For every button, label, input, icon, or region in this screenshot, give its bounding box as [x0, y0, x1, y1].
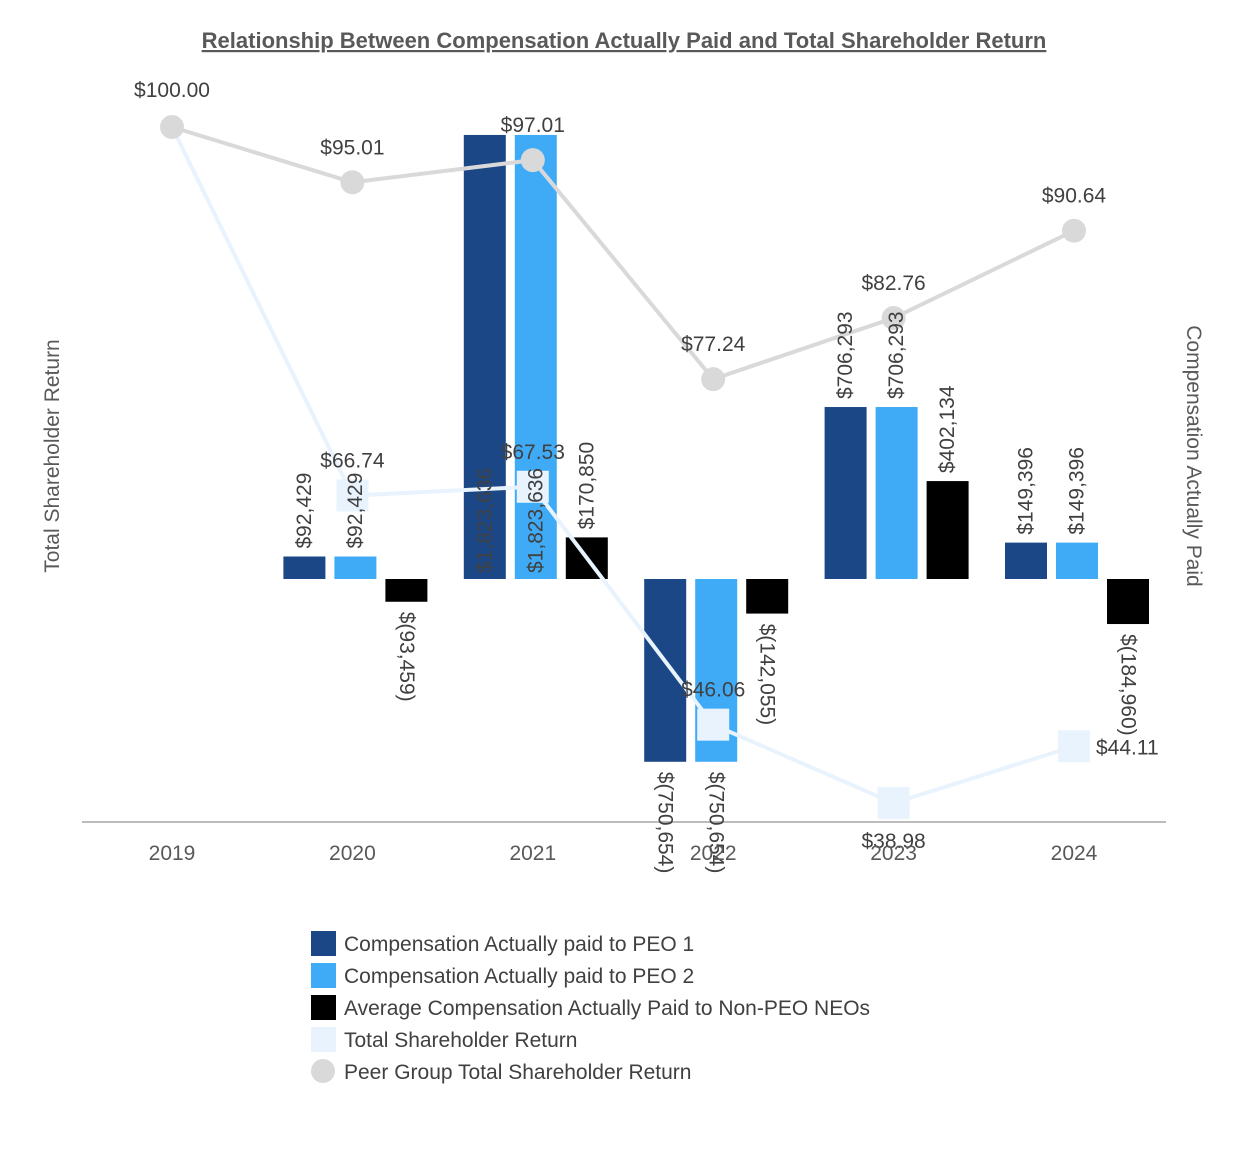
x-tick-2021: 2021 [509, 842, 556, 865]
bar-label-s1-2020: $92,429 [344, 473, 367, 549]
line-label-1-2024: $90.64 [1042, 185, 1107, 208]
bar-label-s2-2023: $402,134 [936, 385, 959, 473]
line-label-0-2023: $38.98 [861, 830, 925, 853]
line-label-1-2023: $82.76 [861, 272, 925, 295]
legend-marker-3 [311, 1027, 336, 1052]
bar-s0-2020 [283, 556, 326, 579]
tsr-marker-2021 [516, 470, 549, 503]
peer-marker-2024 [1062, 218, 1086, 243]
tsr-marker-2022 [697, 708, 730, 741]
bar-s1-2023 [875, 407, 918, 579]
line-label-1-2020: $95.01 [320, 136, 384, 159]
bar-label-s1-2023: $706,293 [885, 311, 908, 399]
x-tick-2019: 2019 [149, 842, 196, 865]
line-peer-tsr [171, 125, 1075, 382]
tsr-marker-2020 [336, 479, 369, 512]
lines-layer [160, 115, 1090, 820]
peer-marker-2022 [701, 367, 726, 392]
legend-marker-0 [311, 931, 336, 956]
tsr-marker-2024 [1058, 730, 1090, 763]
right-axis-title: Compensation Actually Paid [1182, 325, 1205, 587]
line-label-1-2021: $97.01 [501, 114, 565, 137]
bar-label-s1-2021: $1,823,636 [524, 468, 547, 573]
bar-s1-2024 [1056, 542, 1098, 579]
line-label-0-2021: $67.53 [501, 441, 565, 464]
bar-label-s0-2020: $92,429 [293, 473, 316, 549]
line-label-0-2020: $66.74 [320, 450, 385, 473]
legend: Compensation Actually paid to PEO 1 Compe… [311, 931, 870, 1084]
bar-s2-2022 [746, 579, 789, 614]
legend-label-2: Average Compensation Actually Paid to No… [344, 997, 870, 1020]
bar-label-s0-2023: $706,293 [834, 311, 857, 399]
x-tick-2023: 2023 [870, 842, 917, 865]
bar-s2-2023 [926, 481, 969, 579]
bar-s0-2023 [824, 407, 867, 579]
peer-marker-2019 [160, 115, 184, 139]
bars-layer [283, 134, 1149, 762]
legend-label-0: Compensation Actually paid to PEO 1 [344, 933, 694, 956]
bar-s2-2024 [1107, 579, 1149, 625]
bar-s2-2020 [385, 579, 428, 602]
bar-s0-2021 [463, 134, 506, 579]
x-tick-2022: 2022 [690, 842, 737, 865]
line-label-0-2024: $44.11 [1096, 736, 1159, 759]
bar-s0-2022 [644, 579, 687, 762]
legend-label-3: Total Shareholder Return [344, 1029, 577, 1052]
bar-label-s0-2021: $1,823,636 [473, 468, 496, 573]
bar-label-s2-2024: $(184,960) [1117, 634, 1140, 736]
legend-marker-4 [311, 1059, 335, 1083]
bar-label-s0-2022: $(750,654) [654, 772, 677, 874]
bar-label-s0-2024: $149,396 [1015, 447, 1038, 535]
tsr-marker-2023 [877, 787, 910, 820]
x-tick-2024: 2024 [1051, 842, 1098, 865]
peer-marker-2023 [881, 306, 906, 331]
legend-label-4: Peer Group Total Shareholder Return [344, 1061, 691, 1084]
x-tick-labels: 2019 2020 2021 2022 2023 2024 [149, 842, 1098, 865]
bar-label-s2-2021: $170,850 [575, 442, 598, 530]
legend-label-1: Compensation Actually paid to PEO 2 [344, 965, 694, 988]
line-label-0-2022: $46.06 [681, 679, 745, 702]
bar-s1-2021 [514, 134, 557, 579]
bar-label-s2-2022: $(142,055) [756, 624, 779, 726]
line-tsr [170, 126, 1075, 806]
bar-s1-2020 [334, 556, 377, 579]
bar-s0-2024 [1005, 542, 1047, 579]
legend-marker-1 [311, 963, 336, 988]
peer-marker-2021 [520, 148, 545, 173]
x-tick-2020: 2020 [329, 842, 376, 865]
bar-label-s2-2020: $(93,459) [395, 612, 418, 702]
bar-label-s1-2022: $(750,654) [705, 772, 728, 874]
chart-title: Relationship Between Compensation Actual… [202, 28, 1047, 53]
line-label-1-2022: $77.24 [681, 333, 746, 356]
bar-label-s1-2024: $149,396 [1066, 447, 1089, 535]
peer-marker-2020 [340, 170, 365, 195]
left-axis-title: Total Shareholder Return [41, 339, 64, 572]
labels-layer: $92,429 $1,823,636 $(750,654) $706,293 $149,… [134, 79, 1159, 873]
line-label-1-2019: $100.00 [134, 79, 210, 102]
legend-marker-2 [311, 995, 336, 1020]
